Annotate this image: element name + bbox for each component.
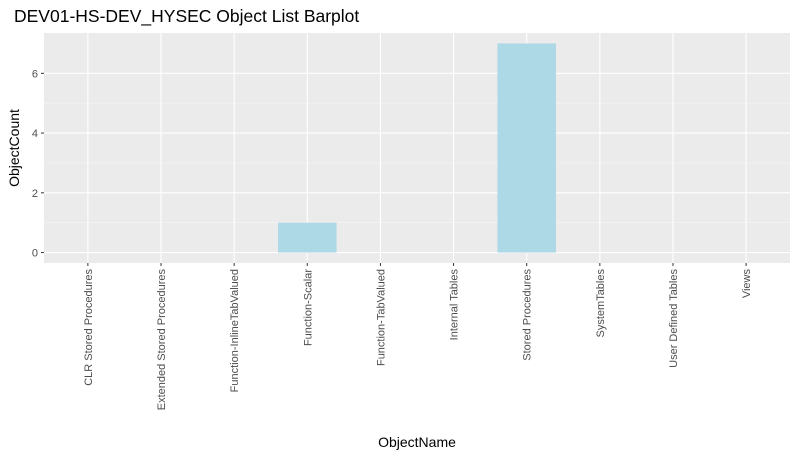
x-tick-label: Function-InlineTabValued (229, 269, 241, 392)
bar-function-scalar (278, 222, 337, 253)
x-tick-label: Internal Tables (449, 269, 461, 341)
y-tick-label: 2 (32, 188, 38, 200)
x-tick-label: Views (741, 269, 753, 299)
x-tick-label: User Defined Tables (668, 269, 680, 368)
x-tick-label: Stored Procedures (522, 269, 534, 361)
x-tick-label: CLR Stored Procedures (83, 269, 95, 386)
x-tick-label: Extended Stored Procedures (156, 269, 168, 411)
bar-stored-procedures (497, 43, 556, 253)
x-tick-label: Function-Scalar (302, 269, 314, 346)
chart-title: DEV01-HS-DEV_HYSEC Object List Barplot (14, 6, 360, 26)
y-axis-title: ObjectCount (6, 109, 22, 187)
plot-panel (44, 33, 790, 263)
y-tick-label: 6 (32, 68, 38, 80)
y-tick-label: 0 (32, 248, 38, 260)
x-axis-title: ObjectName (378, 434, 456, 450)
x-tick-label: SystemTables (595, 269, 607, 338)
x-tick-label: Function-TabValued (375, 269, 387, 366)
y-tick-label: 4 (32, 128, 38, 140)
